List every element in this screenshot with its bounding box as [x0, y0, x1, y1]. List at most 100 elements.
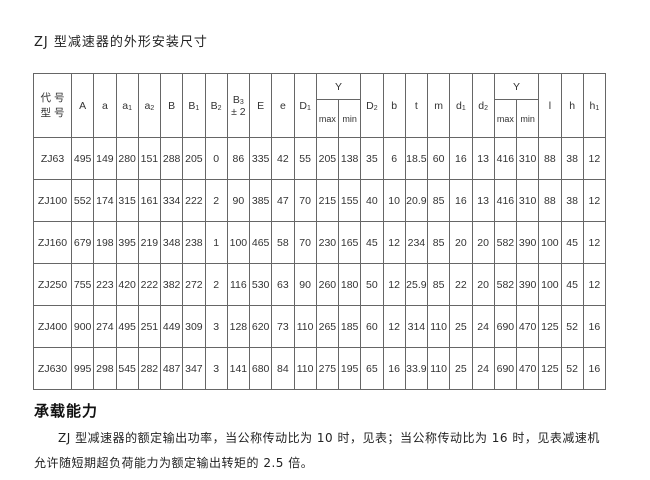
- value-cell: 18.5: [404, 137, 429, 180]
- value-cell: 35: [360, 137, 384, 180]
- value-cell: 25: [449, 305, 473, 348]
- header-B3: B3 ± 2: [226, 73, 251, 138]
- value-cell: 582: [493, 221, 518, 264]
- header-m: m: [426, 73, 451, 138]
- value-cell: 309: [182, 305, 206, 348]
- value-cell: 6: [382, 137, 406, 180]
- value-cell: 223: [93, 263, 117, 306]
- value-cell: 205: [182, 137, 206, 180]
- value-cell: 138: [337, 137, 362, 180]
- header-y-min: min: [337, 99, 362, 138]
- value-cell: 12: [382, 263, 406, 306]
- value-cell: 88: [538, 179, 562, 222]
- header-label: D: [366, 99, 374, 112]
- value-cell: 335: [248, 137, 273, 180]
- value-cell: 20: [471, 263, 495, 306]
- header-y-max: max: [315, 99, 340, 138]
- value-cell: 88: [538, 137, 562, 180]
- value-cell: 40: [360, 179, 384, 222]
- value-cell: 385: [248, 179, 273, 222]
- header-D1: D1: [293, 73, 317, 138]
- value-cell: 73: [271, 305, 295, 348]
- value-cell: 86: [226, 137, 251, 180]
- table-row: ZJ160 679 198 395 219 348 238 1 100 465 58 70 230 165…: [33, 221, 607, 264]
- value-cell: 205: [315, 137, 340, 180]
- value-cell: 55: [293, 137, 317, 180]
- value-cell: 198: [93, 221, 117, 264]
- value-cell: 45: [560, 263, 584, 306]
- value-cell: 3: [204, 347, 228, 390]
- header-subscript: 1: [306, 104, 311, 112]
- value-cell: 298: [93, 347, 117, 390]
- value-cell: 12: [582, 137, 607, 180]
- value-cell: 174: [93, 179, 117, 222]
- header-subscript: 1: [595, 104, 600, 112]
- value-cell: 334: [159, 179, 184, 222]
- value-cell: 310: [515, 137, 540, 180]
- value-cell: 20: [471, 221, 495, 264]
- value-cell: 110: [293, 347, 317, 390]
- value-cell: 165: [337, 221, 362, 264]
- section-paragraph: ZJ 型减速器的额定输出功率，当公称传动比为 10 时，见表；当公称传动比为 1…: [34, 431, 600, 470]
- value-cell: 215: [315, 179, 340, 222]
- value-cell: 85: [426, 179, 451, 222]
- value-cell: 16: [582, 347, 607, 390]
- value-cell: 125: [538, 305, 562, 348]
- header-subscript: 1: [195, 104, 200, 112]
- header-h: h: [560, 73, 584, 138]
- header-group-y: Y: [315, 73, 362, 100]
- value-cell: 47: [271, 179, 295, 222]
- header-t: t: [404, 73, 429, 138]
- value-cell: 690: [493, 305, 518, 348]
- value-cell: 495: [115, 305, 139, 348]
- value-cell: 38: [560, 179, 584, 222]
- value-cell: 10: [382, 179, 406, 222]
- value-cell: 390: [515, 221, 540, 264]
- value-cell: 16: [582, 305, 607, 348]
- header-subscript: 2: [484, 104, 488, 112]
- header-B1: B1: [182, 73, 206, 138]
- value-cell: 24: [471, 305, 495, 348]
- value-cell: 70: [293, 179, 317, 222]
- table-row: ZJ630 995 298 545 282 487 347 3 141 680 84 110 275 19…: [33, 347, 607, 390]
- header-label: B: [188, 99, 196, 112]
- header-label: h: [589, 99, 596, 112]
- value-cell: 90: [293, 263, 317, 306]
- header-subscript: 3: [239, 98, 244, 106]
- value-cell: 22: [449, 263, 473, 306]
- value-cell: 690: [493, 347, 518, 390]
- value-cell: 470: [515, 347, 540, 390]
- value-cell: 13: [471, 179, 495, 222]
- value-cell: 13: [471, 137, 495, 180]
- value-cell: 100: [226, 221, 251, 264]
- value-cell: 449: [159, 305, 184, 348]
- value-cell: 85: [426, 221, 451, 264]
- header-group-y: Y: [493, 73, 540, 100]
- value-cell: 260: [315, 263, 340, 306]
- value-cell: 125: [538, 347, 562, 390]
- value-cell: 16: [449, 179, 473, 222]
- model-cell: ZJ630: [33, 347, 72, 390]
- header-subscript: 1: [128, 104, 132, 112]
- value-cell: 12: [582, 179, 607, 222]
- value-cell: 755: [70, 263, 95, 306]
- header-a: a: [93, 73, 117, 138]
- header-model: 代 号型 号: [33, 73, 72, 138]
- header-subscript: 1: [461, 104, 466, 112]
- value-cell: 420: [115, 263, 139, 306]
- value-cell: 116: [226, 263, 251, 306]
- header-label: B: [168, 99, 176, 112]
- value-cell: 679: [70, 221, 95, 264]
- header-label: a: [101, 99, 108, 112]
- header-label: m: [434, 99, 443, 112]
- value-cell: 12: [582, 263, 607, 306]
- value-cell: 470: [515, 305, 540, 348]
- value-cell: 141: [226, 347, 251, 390]
- value-cell: 149: [93, 137, 117, 180]
- header-label: a: [122, 99, 129, 112]
- value-cell: 42: [271, 137, 295, 180]
- header-label: l: [548, 99, 552, 112]
- model-cell: ZJ400: [33, 305, 72, 348]
- value-cell: 65: [360, 347, 384, 390]
